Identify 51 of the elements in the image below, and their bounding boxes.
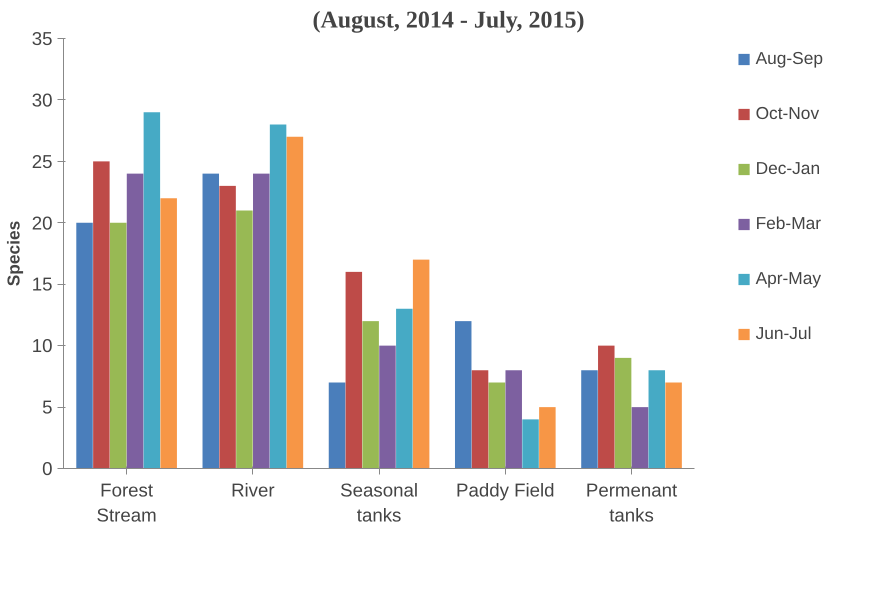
chart-title: (August, 2014 - July, 2015) <box>312 8 585 34</box>
bar <box>488 382 506 468</box>
bar <box>362 321 379 468</box>
bar <box>598 346 615 468</box>
x-tick-label: Seasonal tanks <box>340 480 418 526</box>
y-tick-label: 0 <box>42 458 53 479</box>
bar <box>76 222 93 468</box>
legend-label: Dec-Jan <box>756 158 820 179</box>
bar <box>505 370 522 468</box>
bar <box>286 136 304 468</box>
bar <box>614 358 632 468</box>
bar <box>270 124 286 468</box>
bar <box>648 370 666 468</box>
bar <box>472 370 488 468</box>
bar <box>253 174 270 468</box>
y-axis-title: Species <box>4 220 24 286</box>
y-tick-label: 10 <box>32 335 53 356</box>
bar <box>665 382 682 468</box>
x-tick-label: Paddy Field <box>456 480 555 500</box>
x-tick-label: Forest Stream <box>96 480 157 526</box>
bar <box>522 419 539 468</box>
y-tick-label: 5 <box>42 396 53 418</box>
legend-label: Jun-Jul <box>756 323 812 344</box>
bar <box>581 370 598 468</box>
bar <box>126 174 144 468</box>
bar <box>93 161 110 468</box>
legend-label: Apr-May <box>756 268 822 289</box>
legend-label: Aug-Sep <box>756 48 823 69</box>
x-tick-label: Permenant tanks <box>586 480 678 526</box>
y-tick-label: 20 <box>32 212 53 234</box>
x-tick-label: River <box>231 480 275 500</box>
bar <box>219 186 236 468</box>
bar <box>539 407 556 468</box>
y-tick-label: 30 <box>32 89 53 110</box>
bar <box>144 112 160 468</box>
bar <box>632 407 648 468</box>
bar <box>236 210 253 468</box>
bar <box>412 260 430 468</box>
y-tick-label: 35 <box>32 28 53 49</box>
y-tick-label: 25 <box>32 150 53 172</box>
legend-label: Oct-Nov <box>756 103 820 124</box>
bar <box>346 272 362 468</box>
bar <box>160 198 177 468</box>
legend-label: Feb-Mar <box>756 213 822 234</box>
bar <box>110 222 126 468</box>
bar <box>328 382 346 468</box>
bar <box>396 308 413 468</box>
bar <box>379 346 396 468</box>
y-tick-label: 15 <box>32 274 53 295</box>
bar <box>454 321 472 468</box>
bar <box>202 174 220 468</box>
